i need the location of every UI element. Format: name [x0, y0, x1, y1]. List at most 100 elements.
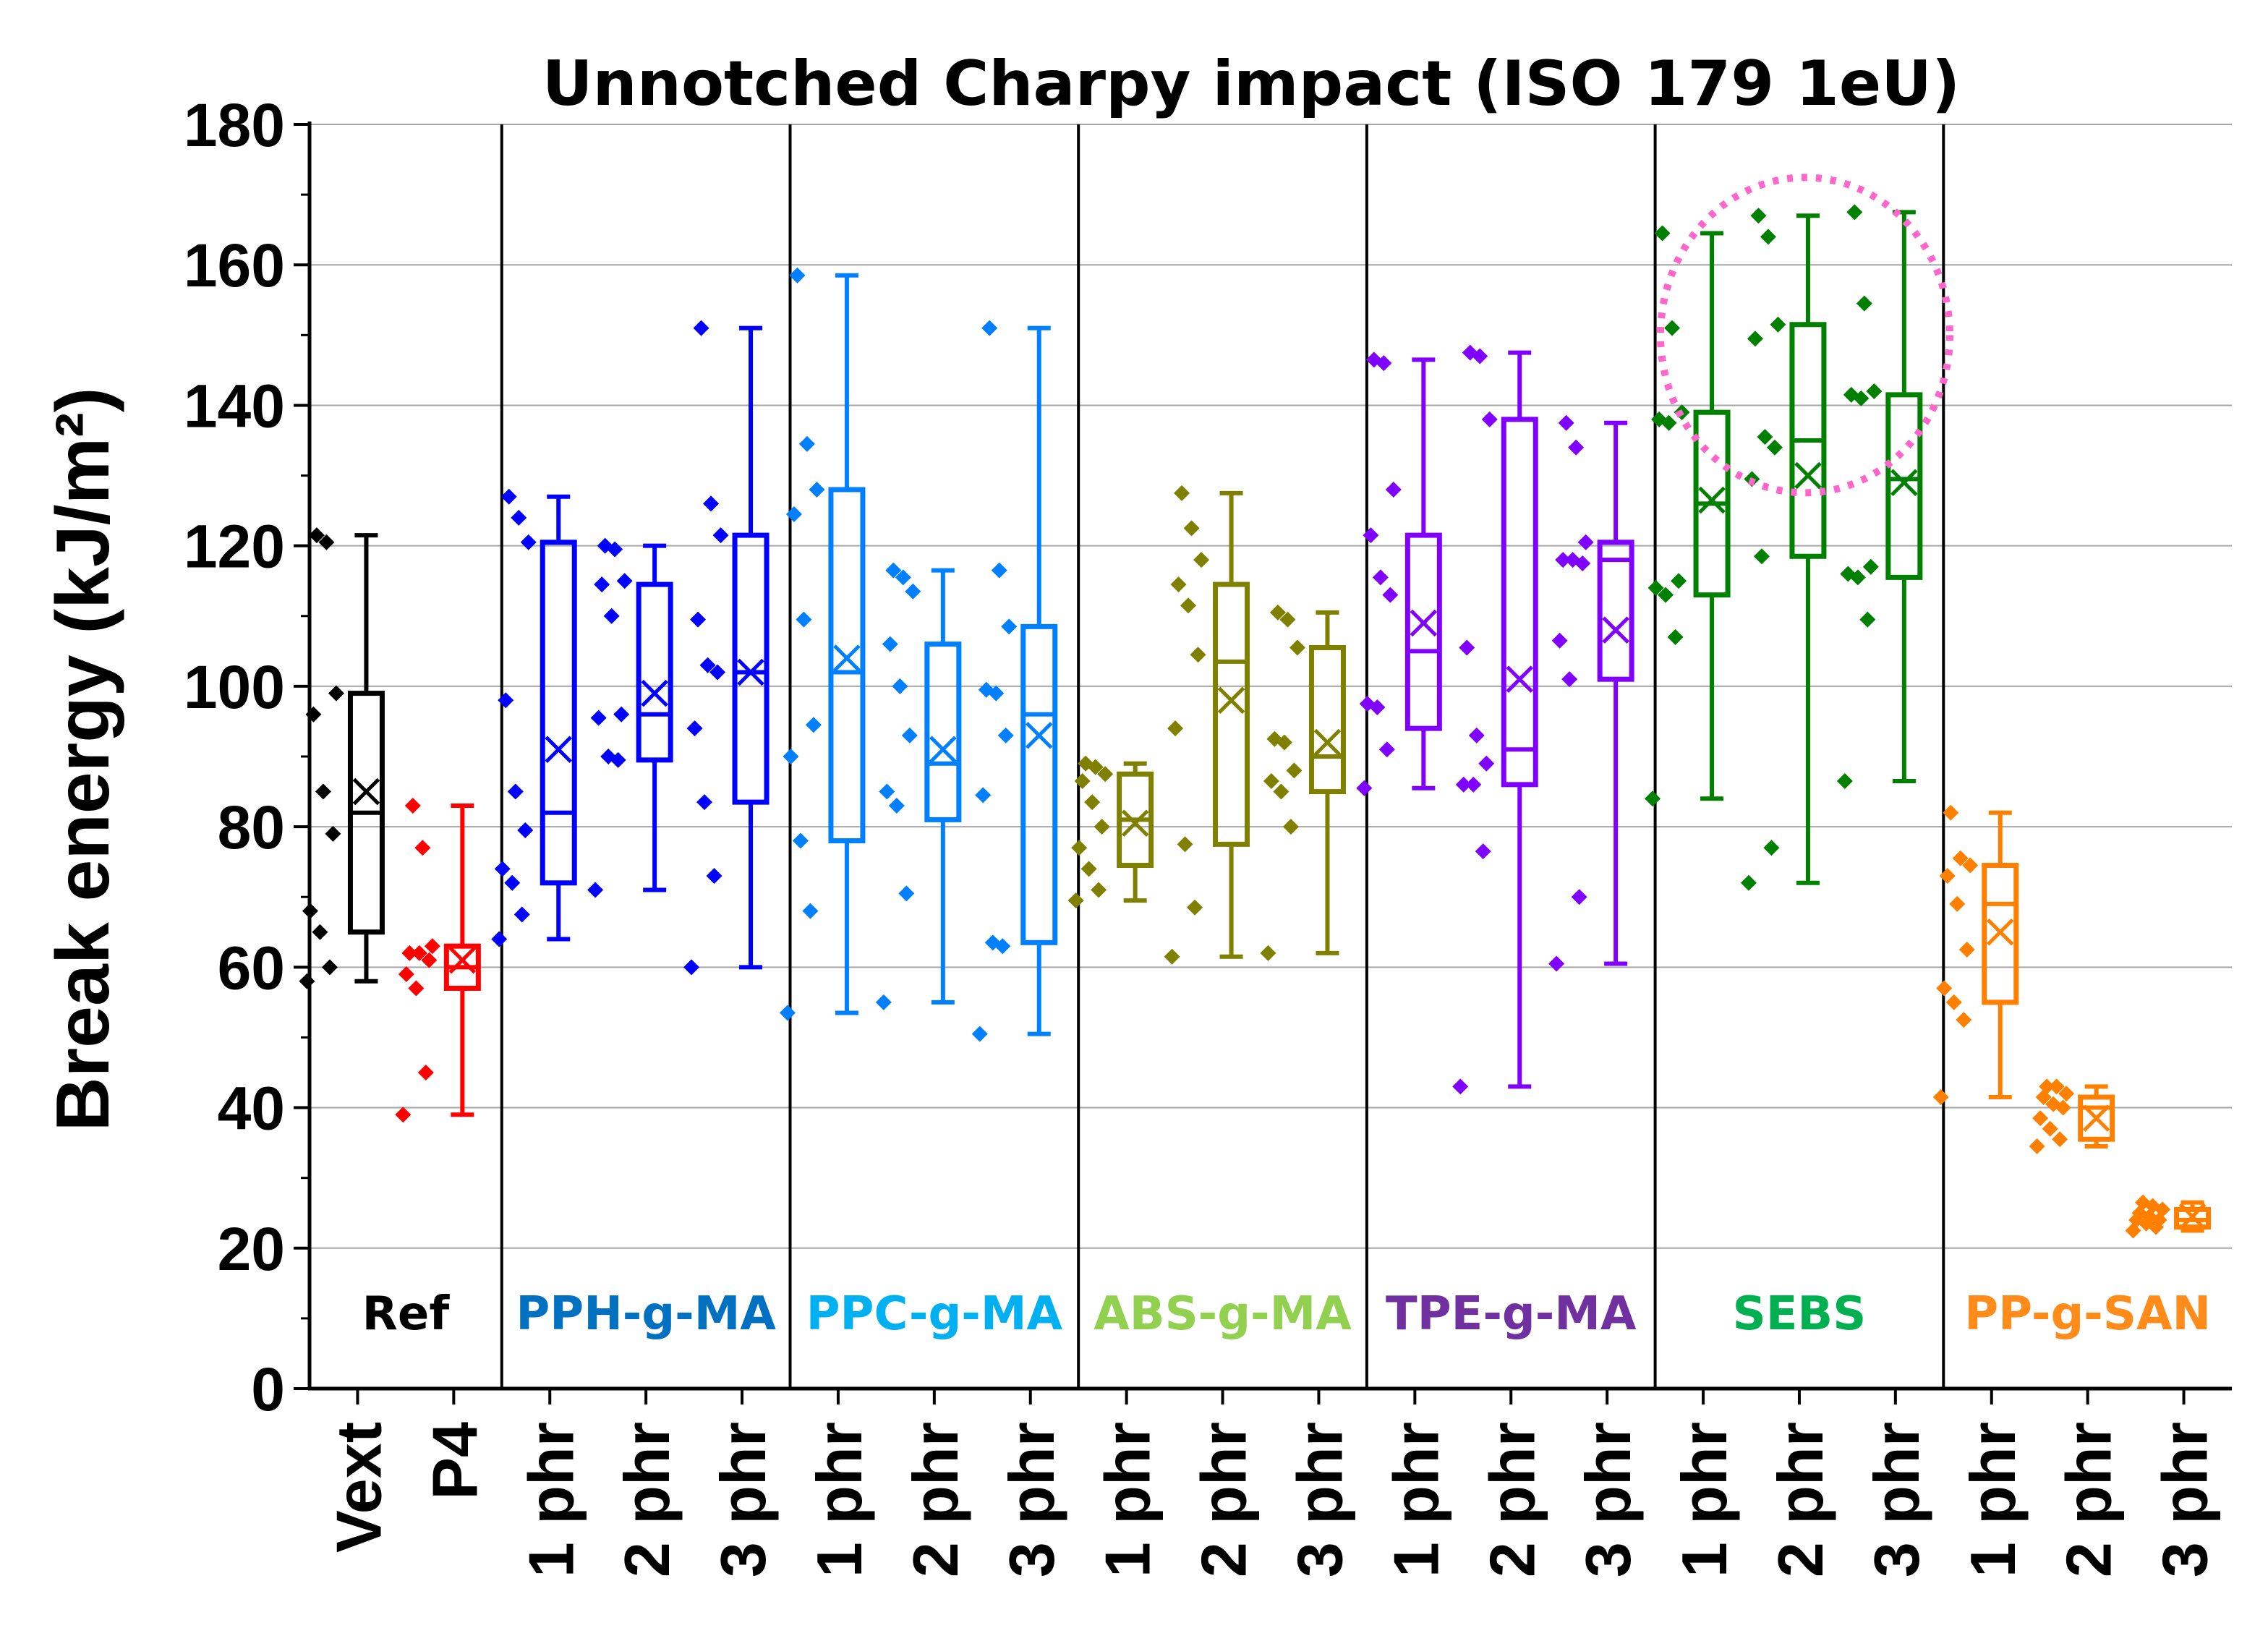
- chart-title: Unnotched Charpy impact (ISO 179 1eU): [542, 48, 1961, 120]
- data-point: [414, 840, 431, 856]
- data-point: [1836, 772, 1853, 789]
- data-point: [2052, 1131, 2068, 1148]
- data-point: [1561, 671, 1578, 688]
- data-point: [1164, 948, 1180, 965]
- x-tick-label: 2 phr: [1765, 1422, 1836, 1577]
- group-labels: Ref PPH-g-MA PPC-g-MA ABS-g-MA TPE-g-MA SEBS P…: [362, 1287, 2211, 1341]
- mean-marker: [545, 736, 573, 764]
- group-label: ABS-g-MA: [1094, 1287, 1352, 1341]
- data-point: [616, 573, 633, 589]
- data-point: [905, 583, 921, 600]
- x-tick-label: 3 phr: [1572, 1422, 1644, 1577]
- data-point: [498, 692, 514, 709]
- x-tick-label: 2 phr: [611, 1422, 683, 1577]
- data-point: [1465, 776, 1482, 793]
- data-point: [1190, 647, 1206, 663]
- data-point: [892, 678, 908, 694]
- data-point: [1080, 861, 1097, 877]
- mean-marker: [448, 946, 477, 974]
- data-point: [504, 874, 521, 891]
- data-point: [901, 727, 918, 743]
- data-point: [693, 320, 709, 336]
- box-plot: [1356, 351, 1442, 796]
- data-point: [1455, 776, 1472, 793]
- data-point: [1753, 548, 1770, 565]
- data-point: [1289, 639, 1305, 656]
- x-tick-label: 2 phr: [2053, 1422, 2125, 1577]
- data-point: [885, 562, 902, 579]
- data-point: [1760, 229, 1776, 245]
- highlight-circle: [1656, 174, 1953, 497]
- box: [1885, 392, 1923, 580]
- y-tick-label: 120: [184, 513, 285, 581]
- mean-marker: [352, 777, 380, 806]
- data-point: [1266, 730, 1283, 747]
- data-point: [1382, 587, 1399, 603]
- data-point: [302, 903, 318, 919]
- data-point: [1286, 762, 1303, 779]
- data-point: [1475, 843, 1491, 860]
- mean-marker: [1890, 469, 1918, 497]
- box-plot: [971, 320, 1058, 1042]
- x-tick-label: 3 phr: [2149, 1422, 2221, 1577]
- data-point: [1174, 485, 1190, 501]
- data-point: [1183, 520, 1200, 537]
- data-point: [709, 664, 726, 681]
- data-point: [1551, 632, 1568, 649]
- mean-marker: [1986, 918, 2014, 946]
- data-point: [594, 576, 610, 593]
- data-point: [424, 938, 440, 955]
- box-plot: [1645, 225, 1731, 807]
- y-tick-label: 0: [251, 1355, 285, 1423]
- data-point: [683, 959, 700, 976]
- data-point: [879, 783, 895, 800]
- box-plot: [395, 797, 481, 1123]
- data-point: [1856, 295, 1872, 312]
- x-tick-label: 1 phr: [1380, 1422, 1451, 1577]
- x-tick-label: Vext: [323, 1422, 394, 1553]
- data-point: [1273, 783, 1289, 800]
- data-point: [1548, 955, 1565, 972]
- data-point: [308, 527, 325, 544]
- data-point: [792, 832, 809, 849]
- data-point: [1193, 552, 1210, 568]
- box: [540, 540, 577, 886]
- data-point: [517, 822, 534, 838]
- data-point: [1187, 899, 1203, 916]
- box-plot: [1260, 604, 1346, 961]
- data-point: [494, 861, 511, 877]
- box-plot: [1740, 208, 1827, 891]
- data-point: [1269, 604, 1286, 621]
- data-point: [395, 1107, 412, 1123]
- data-point: [1651, 411, 1668, 427]
- data-point: [1740, 874, 1757, 891]
- data-point: [1359, 696, 1376, 712]
- data-point: [1654, 225, 1671, 242]
- x-tick-label: 3 phr: [707, 1422, 779, 1577]
- data-point: [1943, 804, 1959, 821]
- data-point: [299, 973, 315, 989]
- data-point: [417, 1065, 434, 1080]
- data-point: [1263, 772, 1279, 789]
- x-tick-label: 2 phr: [1476, 1422, 1548, 1577]
- data-point: [1001, 618, 1018, 635]
- data-point: [404, 797, 421, 814]
- y-tick-label: 80: [218, 793, 285, 861]
- x-tick-label: 1 phr: [1092, 1422, 1164, 1577]
- data-point: [1859, 611, 1876, 628]
- data-point: [1282, 819, 1299, 835]
- y-tick-label: 180: [184, 91, 285, 159]
- data-point: [1564, 552, 1581, 568]
- x-tick-labels: Vext P4 1 phr 2 phr 3 phr 1 phr 2 phr 3 phr 1 ph…: [323, 1422, 2220, 1577]
- data-point: [898, 885, 915, 902]
- data-point: [882, 636, 898, 652]
- box-plot: [875, 562, 962, 1010]
- data-point: [1170, 576, 1187, 593]
- data-point: [978, 681, 994, 698]
- data-point: [783, 749, 799, 764]
- data-point: [1843, 386, 1859, 403]
- box-plot: [1164, 485, 1250, 965]
- data-point: [305, 706, 322, 723]
- box: [1213, 581, 1250, 847]
- data-point: [2135, 1194, 2152, 1211]
